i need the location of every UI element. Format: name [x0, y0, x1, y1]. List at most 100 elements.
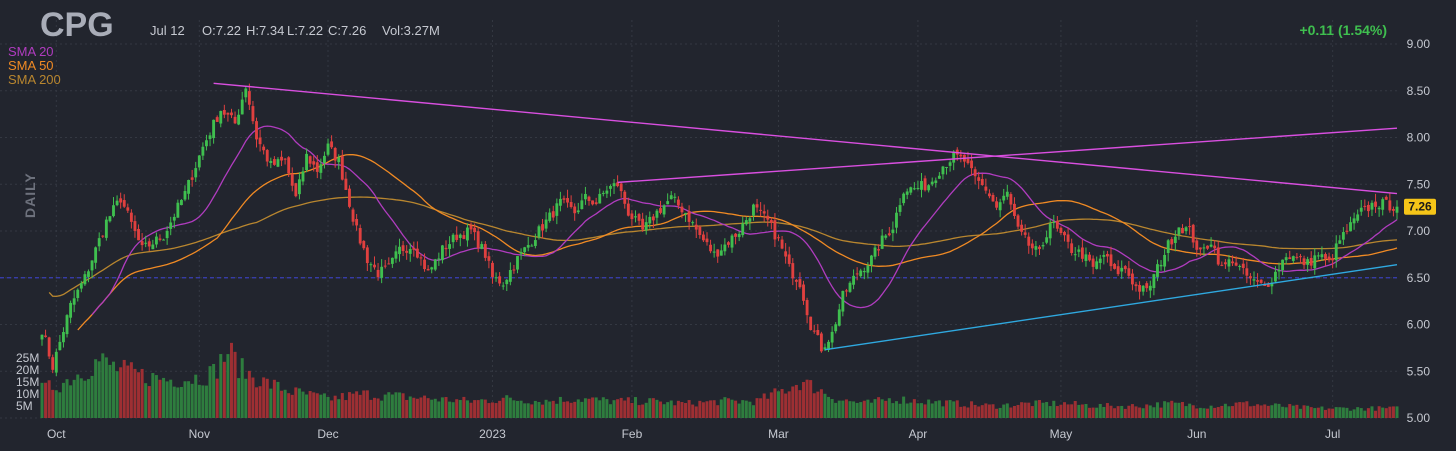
candle-body: [569, 202, 573, 207]
volume-bar: [827, 396, 831, 418]
candle-body: [1055, 221, 1059, 229]
volume-bar: [40, 382, 44, 418]
volume-bar: [437, 401, 441, 418]
candle-body: [934, 180, 938, 183]
candle-body: [1120, 267, 1124, 272]
volume-bar: [351, 393, 355, 418]
candle: [183, 185, 187, 202]
candle-body: [97, 238, 101, 247]
candle-body: [83, 274, 87, 285]
candle: [323, 151, 326, 169]
candle-body: [727, 242, 730, 245]
volume-bar: [1223, 403, 1227, 418]
candle: [1274, 266, 1277, 284]
candle-body: [1216, 247, 1220, 265]
candle-body: [719, 250, 723, 256]
volume-bar: [483, 399, 487, 418]
candle-body: [505, 279, 509, 285]
candle: [344, 171, 348, 190]
candle: [1131, 269, 1134, 291]
volume-bar: [315, 393, 319, 418]
candle-body: [1391, 209, 1395, 211]
volume-bar: [1327, 408, 1331, 418]
candle-body: [237, 114, 241, 125]
candle: [1341, 227, 1345, 246]
volume-bar: [208, 366, 212, 418]
candle: [1374, 193, 1377, 213]
candle-body: [1166, 240, 1170, 254]
candle: [294, 182, 298, 198]
candle-body: [673, 196, 677, 198]
volume-bar: [855, 402, 859, 418]
volume-bar: [1173, 402, 1177, 418]
volume-bar: [698, 400, 702, 418]
candle-body: [1009, 194, 1013, 205]
candle-body: [340, 156, 344, 180]
volume-bar: [1109, 405, 1113, 418]
candle: [934, 177, 938, 188]
candle-body: [895, 212, 898, 228]
candle: [265, 148, 269, 167]
candle-body: [272, 159, 276, 165]
volume-bar: [837, 400, 841, 418]
candle-body: [684, 212, 687, 214]
candle-body: [151, 244, 155, 250]
candle-body: [734, 233, 738, 237]
volume-bar: [1005, 403, 1009, 418]
volume-bar: [608, 404, 612, 418]
candle: [180, 199, 183, 206]
candle-body: [723, 244, 727, 252]
candle-body: [290, 173, 294, 186]
volume-bar: [1391, 406, 1395, 418]
candle: [669, 191, 673, 200]
volume-bar: [419, 397, 423, 418]
volume-bar: [1048, 406, 1052, 418]
candle: [548, 208, 552, 223]
candle-body: [755, 204, 759, 208]
candle-body: [1181, 228, 1184, 234]
candle: [902, 192, 906, 206]
candle: [269, 157, 273, 169]
candle: [1177, 227, 1181, 240]
candle-body: [312, 161, 316, 165]
volume-bar: [1098, 403, 1102, 418]
candle-body: [301, 171, 305, 182]
volume-bar: [812, 393, 816, 418]
candle: [1070, 238, 1074, 256]
candle: [122, 194, 126, 208]
candle: [1216, 240, 1220, 266]
volume-bar: [219, 354, 223, 418]
volume-bar: [1338, 407, 1342, 418]
candle-body: [616, 182, 620, 187]
volume-bar: [1084, 403, 1088, 418]
candle: [1020, 219, 1024, 236]
volume-bar: [287, 393, 291, 418]
volume-bar: [1374, 410, 1378, 418]
volume-bar: [448, 401, 452, 418]
volume-bar: [222, 361, 226, 418]
candle-body: [305, 153, 308, 171]
candle: [508, 262, 512, 286]
volume-bar: [72, 379, 76, 418]
candle: [1284, 253, 1288, 265]
volume-bar: [641, 404, 645, 418]
candle: [827, 339, 830, 353]
candle-body: [1005, 191, 1009, 197]
candle-body: [941, 166, 945, 175]
volume-bar: [54, 390, 58, 418]
candle-body: [634, 216, 637, 218]
candle: [873, 245, 877, 260]
volume-bar: [937, 400, 941, 418]
candle: [451, 233, 455, 249]
volume-bar: [1202, 408, 1206, 418]
volume-bar: [723, 397, 727, 418]
candle: [1120, 260, 1124, 279]
candle-body: [126, 207, 130, 211]
candle-body: [190, 177, 194, 180]
candle: [995, 196, 999, 211]
volume-bar: [498, 400, 502, 418]
candle-body: [980, 179, 984, 185]
candle: [1109, 246, 1113, 272]
candle-body: [823, 347, 827, 350]
candle-body: [1070, 243, 1074, 253]
